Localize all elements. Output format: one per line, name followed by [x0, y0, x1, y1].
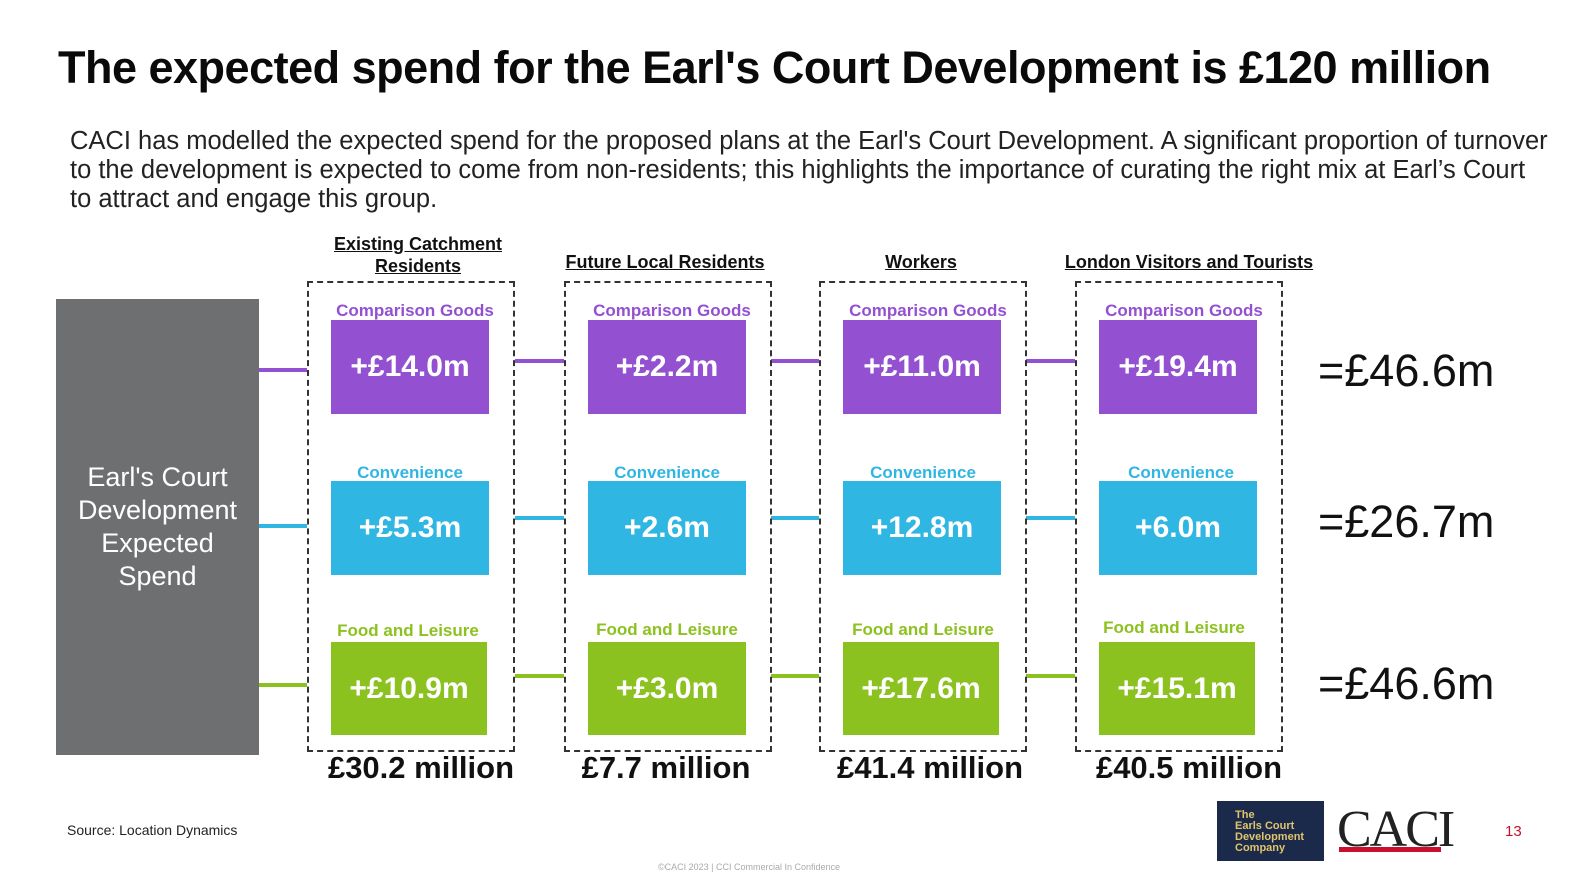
expected-spend-box: Earl's Court Development Expected Spend	[56, 299, 259, 755]
connector-convenience-2	[771, 516, 819, 520]
category-label-food: Food and Leisure	[596, 620, 738, 639]
tile-comparison: +£19.4m	[1099, 320, 1257, 414]
connector-comparison-2	[771, 359, 819, 363]
logo-line: Earls Court	[1235, 820, 1295, 832]
column-total: £7.7 million	[581, 750, 751, 785]
connector-food-3	[1026, 674, 1075, 678]
category-label-comparison: Comparison Goods	[593, 301, 751, 320]
connector-food-1	[515, 674, 564, 678]
connector-convenience-3	[1026, 516, 1075, 520]
column-box	[307, 281, 515, 752]
tile-convenience: +£5.3m	[331, 481, 489, 575]
tile-comparison: +£14.0m	[331, 320, 489, 414]
category-label-food: Food and Leisure	[852, 620, 994, 639]
column-total: £40.5 million	[1095, 750, 1283, 785]
copyright-note: ©CACI 2023 | CCI Commercial In Confidenc…	[658, 862, 841, 872]
intro-paragraph: CACI has modelled the expected spend for…	[70, 127, 1548, 213]
category-label-convenience: Convenience	[614, 463, 720, 482]
connector-food-0	[259, 683, 307, 687]
logo-line: The	[1235, 809, 1255, 821]
row-sum-convenience: =£26.7m	[1318, 496, 1495, 547]
tile-food: +£3.0m	[588, 642, 746, 735]
page-number: 13	[1505, 823, 1522, 840]
column-box	[1075, 281, 1283, 752]
tile-comparison: +£2.2m	[588, 320, 746, 414]
category-label-comparison: Comparison Goods	[849, 301, 1007, 320]
tile-convenience: +12.8m	[843, 481, 1001, 575]
row-sum-food: =£46.6m	[1318, 658, 1495, 709]
column-box	[564, 281, 772, 752]
tile-convenience: +2.6m	[588, 481, 746, 575]
connector-convenience-1	[515, 516, 564, 520]
column-box	[819, 281, 1027, 752]
logo-line: Development	[1235, 831, 1305, 843]
tile-food: +£10.9m	[331, 642, 487, 735]
tile-food: +£15.1m	[1099, 642, 1255, 735]
connector-comparison-1	[515, 359, 564, 363]
expected-spend-label: Earl's Court Development Expected Spend	[77, 462, 238, 591]
tile-comparison: +£11.0m	[843, 320, 1001, 414]
row-sum-comparison: =£46.6m	[1318, 345, 1495, 396]
column-total: £41.4 million	[836, 750, 1024, 785]
caci-logo-bar	[1339, 847, 1441, 852]
category-label-convenience: Convenience	[870, 463, 976, 482]
category-label-comparison: Comparison Goods	[336, 301, 494, 320]
column-heading: Future Local Residents	[565, 252, 765, 272]
category-label-food: Food and Leisure	[1103, 618, 1245, 637]
earls-court-logo: The Earls Court Development Company	[1217, 801, 1324, 861]
source-note: Source: Location Dynamics	[67, 822, 238, 838]
category-label-food: Food and Leisure	[337, 621, 479, 640]
category-label-convenience: Convenience	[357, 463, 463, 482]
tile-convenience: +6.0m	[1099, 481, 1257, 575]
logo-line: Company	[1235, 842, 1286, 854]
connector-comparison-0	[259, 368, 307, 372]
column-heading: Existing Catchment Residents	[333, 234, 503, 276]
page-title: The expected spend for the Earl's Court …	[58, 42, 1491, 93]
tile-food: +£17.6m	[843, 642, 999, 735]
connector-convenience-0	[259, 524, 307, 528]
connector-food-2	[771, 674, 819, 678]
column-total: £30.2 million	[327, 750, 515, 785]
column-heading: London Visitors and Tourists	[1064, 252, 1314, 272]
category-label-comparison: Comparison Goods	[1105, 301, 1263, 320]
column-heading: Workers	[885, 252, 957, 272]
connector-comparison-3	[1026, 359, 1075, 363]
category-label-convenience: Convenience	[1128, 463, 1234, 482]
